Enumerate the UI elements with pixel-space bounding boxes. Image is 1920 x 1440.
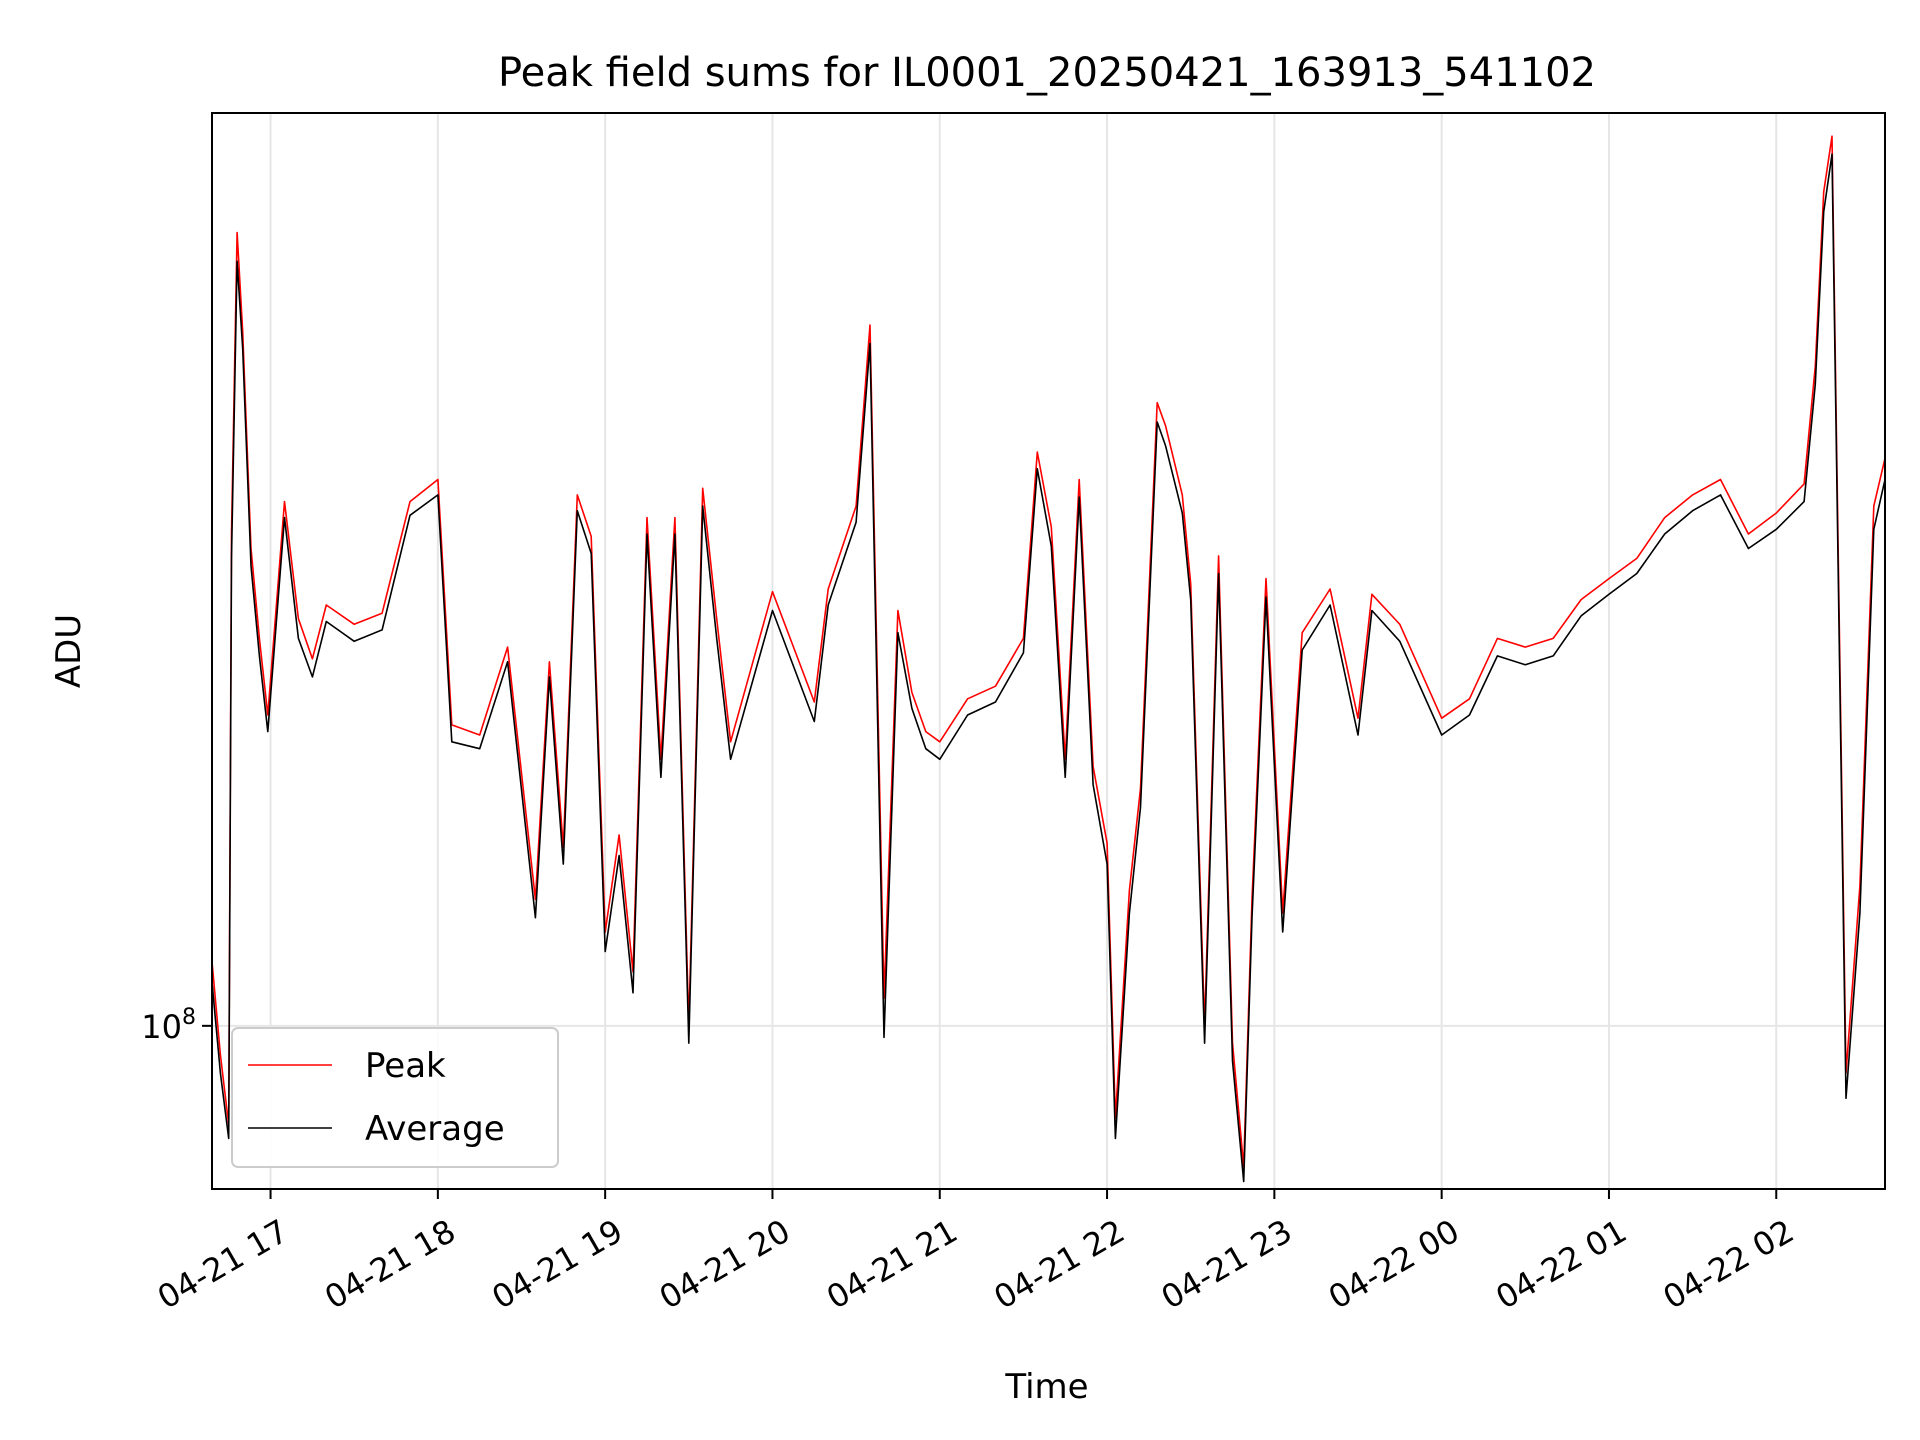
y-axis-label: ADU	[49, 614, 89, 688]
plot-frame	[211, 112, 1886, 1190]
grid-lines	[212, 113, 1885, 1189]
series-line-peak	[211, 135, 1886, 1168]
series-layer	[211, 135, 1886, 1183]
x-axis-label: Time	[1004, 1367, 1088, 1407]
y-axis: 108	[141, 1005, 212, 1046]
legend: Peak Average	[231, 1027, 559, 1168]
plot-area	[211, 112, 1886, 1190]
legend-label-peak: Peak	[365, 1046, 446, 1086]
plot-background	[212, 113, 1885, 1189]
chart-title: Peak field sums for IL0001_20250421_1639…	[498, 50, 1596, 96]
series-line-average	[211, 153, 1886, 1183]
legend-box	[231, 1027, 559, 1168]
legend-label-average: Average	[365, 1109, 505, 1149]
y-tick-label: 108	[141, 1005, 196, 1046]
